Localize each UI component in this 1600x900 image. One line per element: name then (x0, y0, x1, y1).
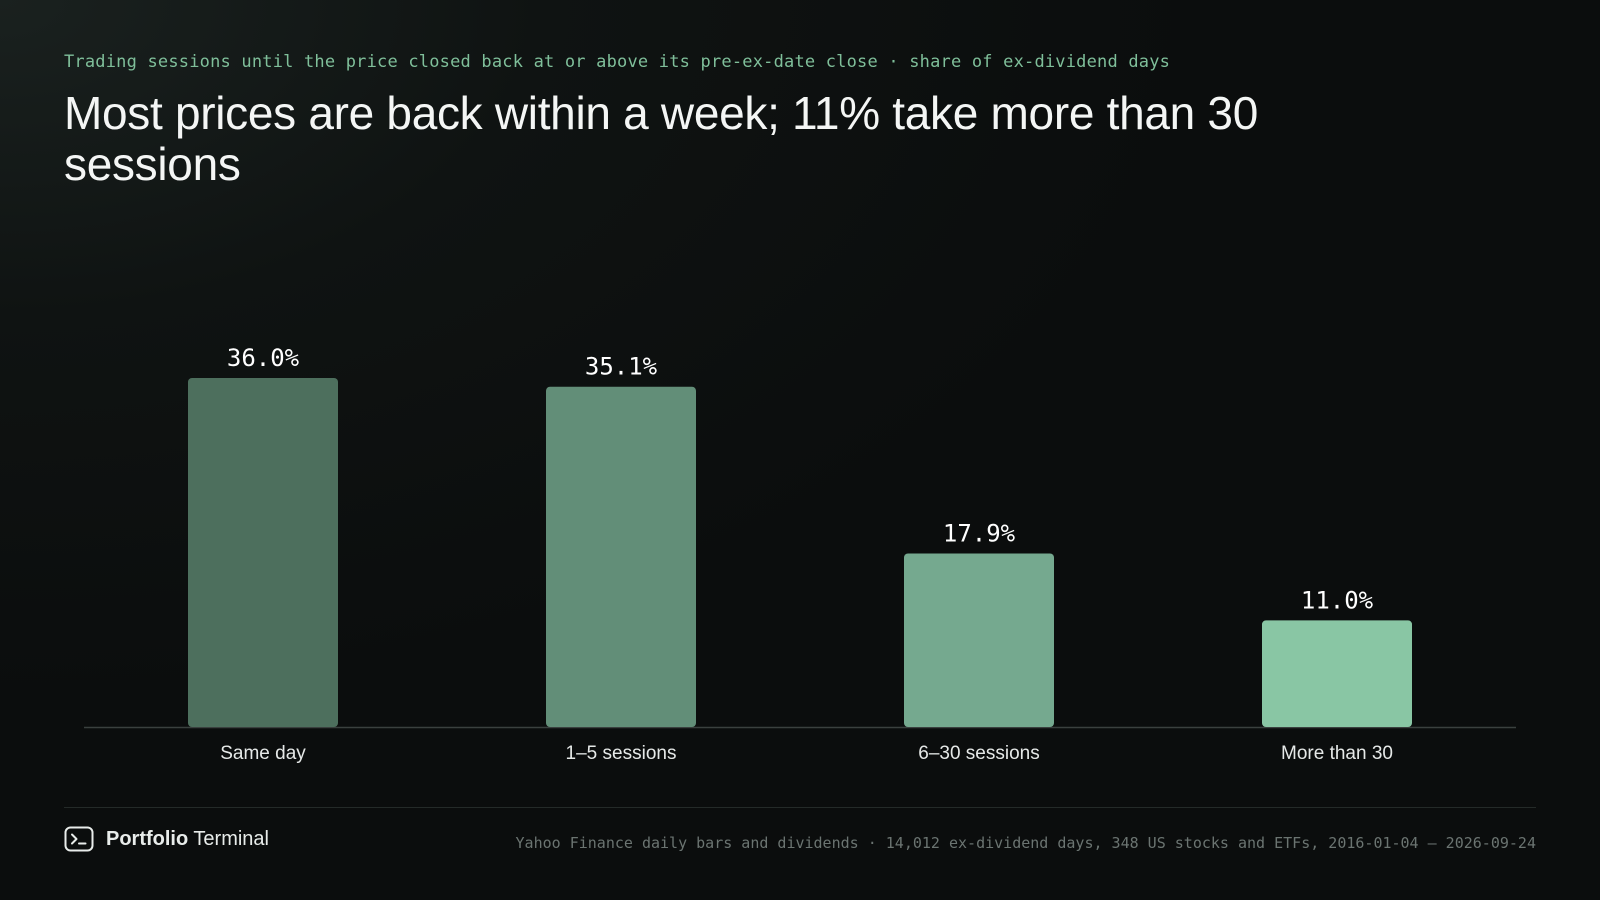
data-label: 17.9% (943, 519, 1016, 547)
x-tick-label: 6–30 sessions (918, 743, 1039, 764)
bar (188, 378, 338, 727)
bar-chart: 36.0% Same day 35.1% 1–5 sessions 17.9% 6–30 … (84, 344, 1516, 764)
brand-name-light: Terminal (193, 827, 269, 850)
data-label: 36.0% (227, 344, 300, 372)
chart-title: Most prices are back within a week; 11% … (64, 87, 1258, 190)
brand: Portfolio Terminal (64, 826, 269, 852)
terminal-prompt-icon (64, 826, 94, 852)
bar (546, 386, 696, 727)
bar (1262, 620, 1412, 727)
footer-divider (64, 807, 1536, 808)
brand-name: Portfolio Terminal (106, 828, 269, 851)
data-label: 35.1% (585, 353, 658, 381)
brand-name-bold: Portfolio (106, 827, 189, 850)
x-tick-label: 1–5 sessions (566, 743, 677, 764)
x-tick-label: More than 30 (1281, 743, 1393, 764)
source-note: Yahoo Finance daily bars and dividends ·… (515, 834, 1536, 852)
x-tick-label: Same day (220, 743, 306, 764)
data-label: 11.0% (1301, 586, 1374, 614)
bar (904, 553, 1054, 727)
chart-subtitle: Trading sessions until the price closed … (64, 52, 1171, 72)
